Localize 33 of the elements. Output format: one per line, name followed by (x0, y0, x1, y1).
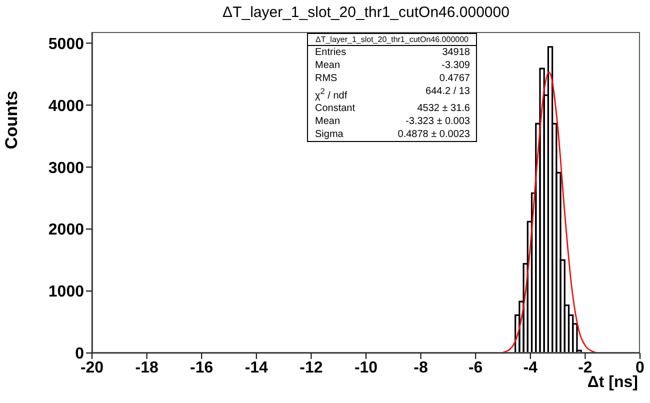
annotation: 4532 ± 31.6 (417, 102, 470, 116)
x-tick-label: -16 (190, 359, 214, 376)
annotation: 644.2 / 13 (426, 85, 470, 99)
x-tick-label: 0 (636, 359, 645, 376)
x-tick-label: -2 (578, 359, 592, 376)
annotation: RMS (315, 72, 338, 85)
annotation: 0.4878 ± 0.0023 (398, 128, 470, 142)
y-tick-label: 5000 (48, 36, 84, 53)
annotation: 34918 (442, 46, 470, 59)
annotation: Mean (315, 59, 340, 72)
annotation: -3.309 (442, 59, 470, 72)
x-tick-label: -12 (300, 359, 323, 376)
annotation: Sigma (315, 128, 344, 142)
y-tick-label: 1000 (48, 284, 84, 301)
annotation: ΔT_layer_1_slot_20_thr1_cutOn46.000000 (308, 34, 476, 46)
x-tick-label: -14 (244, 359, 268, 376)
y-tick-label: 3000 (48, 160, 84, 177)
annotation: Entries (315, 46, 346, 59)
y-axis-title: Counts (2, 90, 22, 150)
annotation: 0.4767 (439, 72, 470, 85)
x-tick-label: -4 (523, 359, 538, 376)
annotation: Constant (315, 102, 356, 116)
x-tick-label: -18 (135, 359, 158, 376)
annotation: Mean (315, 115, 340, 128)
x-tick-label: -10 (354, 359, 378, 376)
y-tick-label: 2000 (48, 222, 84, 239)
x-tick-label: -8 (414, 359, 428, 376)
x-tick-label: -6 (468, 359, 483, 376)
annotation: -3.323 ± 0.003 (406, 115, 470, 128)
chart-title: ΔT_layer_1_slot_20_thr1_cutOn46.000000 (222, 4, 510, 21)
annotation: χ$^{2}$ / ndf (315, 85, 348, 102)
x-axis-title: Δt [ns] (587, 374, 638, 392)
y-tick-label: 4000 (48, 98, 84, 115)
